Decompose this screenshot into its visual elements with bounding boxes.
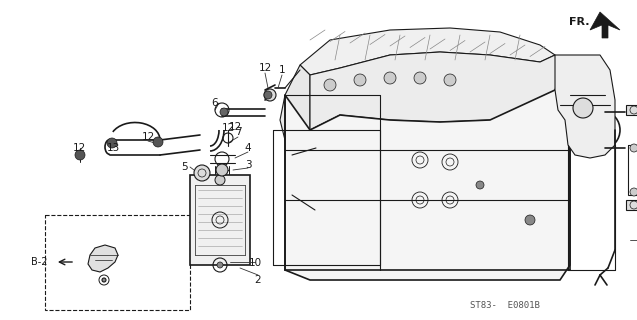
Text: 10: 10 [248, 258, 262, 268]
Bar [45, 215, 190, 310]
Polygon shape [310, 52, 560, 130]
Circle shape [102, 278, 106, 282]
Polygon shape [300, 28, 555, 75]
Circle shape [194, 165, 210, 181]
Circle shape [525, 215, 535, 225]
Polygon shape [190, 175, 250, 265]
Text: 12: 12 [229, 122, 241, 132]
Text: 12: 12 [259, 63, 271, 73]
Text: B-2: B-2 [31, 257, 48, 267]
Polygon shape [555, 55, 615, 158]
Text: 12: 12 [73, 143, 85, 153]
Text: 3: 3 [245, 160, 252, 170]
Circle shape [444, 74, 456, 86]
Text: 13: 13 [106, 143, 120, 153]
Circle shape [217, 262, 223, 268]
Text: 2: 2 [255, 275, 261, 285]
Circle shape [573, 98, 593, 118]
Polygon shape [88, 245, 118, 272]
Text: ST83-  E0801B: ST83- E0801B [470, 300, 540, 309]
Circle shape [476, 181, 484, 189]
Circle shape [414, 72, 426, 84]
Text: FR.: FR. [569, 17, 590, 27]
Text: 12: 12 [222, 123, 234, 133]
Circle shape [216, 164, 228, 176]
Bar [626, 200, 637, 210]
Bar [626, 105, 637, 115]
Circle shape [630, 144, 637, 152]
Text: 5: 5 [182, 162, 189, 172]
Circle shape [264, 91, 272, 99]
Polygon shape [285, 90, 570, 280]
Circle shape [220, 108, 228, 116]
Text: 1: 1 [279, 65, 285, 75]
Text: 4: 4 [245, 143, 252, 153]
Circle shape [75, 150, 85, 160]
Text: 12: 12 [141, 132, 155, 142]
Polygon shape [590, 12, 620, 38]
Circle shape [384, 72, 396, 84]
Circle shape [354, 74, 366, 86]
Text: 6: 6 [211, 98, 218, 108]
Circle shape [107, 138, 117, 148]
Circle shape [264, 89, 276, 101]
Bar [628, 145, 637, 195]
Circle shape [153, 137, 163, 147]
Text: 7: 7 [234, 127, 241, 137]
Circle shape [324, 79, 336, 91]
Polygon shape [280, 65, 310, 145]
Circle shape [630, 188, 637, 196]
Circle shape [215, 175, 225, 185]
